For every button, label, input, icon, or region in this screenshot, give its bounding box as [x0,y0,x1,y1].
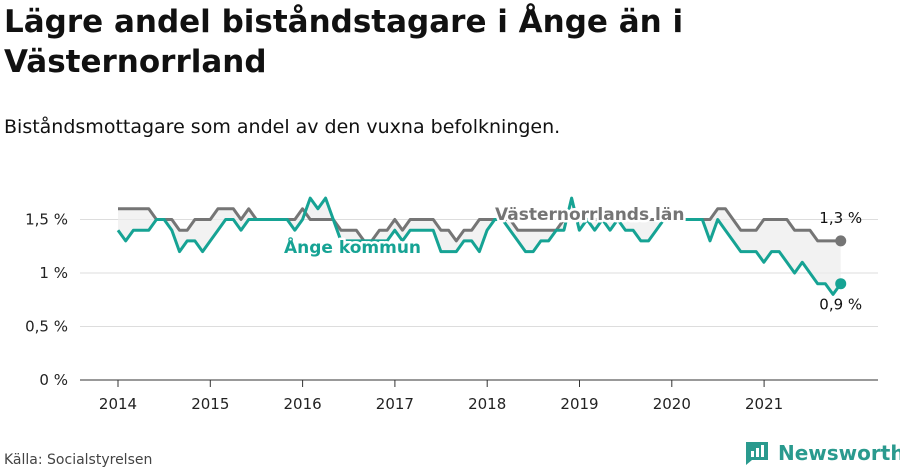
end-label-vasternorrland: 1,3 % [819,209,862,227]
newsworthy-logo-icon [746,442,768,465]
series-lines [116,196,847,296]
series-line-vasternorrland [118,207,841,243]
difference-band [118,198,841,295]
chart-title: Lägre andel biståndstagare i Ånge än i V… [4,4,684,80]
chart-subtitle: Biståndsmottagare som andel av den vuxna… [4,116,561,138]
y-tick-label: 0 % [39,371,68,389]
y-tick-label: 1,5 % [25,211,68,229]
x-tick-label: 2020 [653,395,691,413]
x-tick-label: 2018 [468,395,506,413]
end-point-ange [835,278,847,290]
series-label-vasternorrland: Västernorrlands län [495,205,684,225]
difference-area [118,198,841,295]
y-tick-label: 1 % [39,264,68,282]
x-tick-label: 2019 [560,395,598,413]
x-tick-label: 2017 [376,395,414,413]
x-tick-label: 2016 [284,395,322,413]
end-point-vasternorrland [835,235,847,247]
series-label-ange: Ånge kommun [284,235,421,258]
x-tick-label: 2015 [191,395,229,413]
x-tick-label: 2021 [745,395,783,413]
brand-logo[interactable]: Newsworthy [744,440,900,466]
source-note: Källa: Socialstyrelsen [4,452,153,468]
end-label-ange: 0,9 % [819,296,862,314]
series-labels: 1,3 % 0,9 % Västernorrlands län Ånge kommun [282,203,863,314]
x-tick-label: 2014 [99,395,137,413]
axes: 0 % 0,5 % 1 % 1,5 % 2014 2015 2016 2017 2018 2019… [25,211,878,413]
brand-name: Newsworthy [778,441,900,465]
y-tick-label: 0,5 % [25,318,68,336]
series-line-ange [116,196,842,296]
